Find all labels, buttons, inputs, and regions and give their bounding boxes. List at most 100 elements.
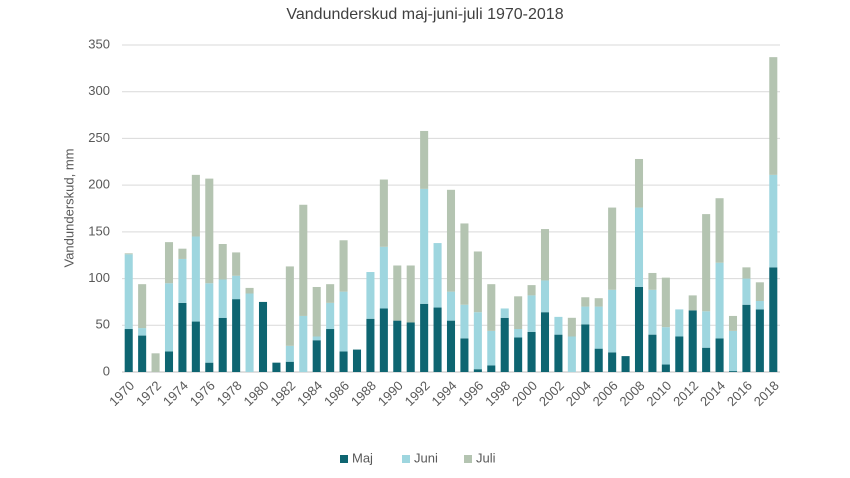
x-tick-label: 1990 bbox=[375, 378, 406, 409]
bar-segment bbox=[285, 345, 294, 362]
bar-segment bbox=[702, 311, 711, 348]
x-tick-label: 1976 bbox=[187, 378, 218, 409]
bar-segment bbox=[205, 283, 214, 363]
bar-segment bbox=[312, 336, 321, 341]
bar-segment bbox=[473, 369, 482, 372]
bar-segment bbox=[581, 324, 590, 372]
y-tick-label: 150 bbox=[88, 223, 110, 238]
bar-segment bbox=[728, 330, 738, 372]
bar-segment bbox=[755, 309, 764, 372]
legend-swatch bbox=[464, 455, 472, 463]
bar-segment bbox=[661, 277, 670, 328]
bar-segment bbox=[164, 351, 174, 372]
bar-segment bbox=[688, 295, 697, 311]
x-tick-label: 1982 bbox=[267, 378, 298, 409]
bar-segment bbox=[769, 57, 778, 175]
bar-segment bbox=[661, 364, 670, 372]
bar-segment bbox=[487, 284, 496, 331]
bar-segment bbox=[393, 320, 402, 372]
bar-segment bbox=[594, 298, 603, 307]
bar-segment bbox=[312, 340, 321, 372]
x-tick-label: 1992 bbox=[402, 378, 433, 409]
y-tick-label: 350 bbox=[88, 36, 110, 51]
bar-segment bbox=[124, 254, 133, 330]
bar-segment bbox=[326, 329, 335, 372]
bar-segment bbox=[500, 317, 509, 372]
bar-segment bbox=[715, 338, 724, 372]
x-tick-label: 2000 bbox=[509, 378, 540, 409]
bar-segment bbox=[124, 329, 133, 372]
x-tick-label: 2002 bbox=[536, 378, 567, 409]
bar-segment bbox=[138, 328, 147, 336]
y-tick-label: 200 bbox=[88, 177, 110, 192]
bar-segment bbox=[178, 258, 187, 303]
bar-segment bbox=[527, 295, 536, 332]
bar-segment bbox=[567, 317, 576, 337]
x-tick-label: 2014 bbox=[697, 378, 728, 409]
bar-segment bbox=[232, 299, 241, 372]
bar-segment bbox=[688, 310, 697, 372]
bar-segment bbox=[420, 303, 429, 372]
y-tick-label: 0 bbox=[103, 363, 110, 378]
bar-segment bbox=[581, 297, 590, 307]
bar-segment bbox=[420, 130, 429, 189]
x-tick-label: 2004 bbox=[563, 378, 594, 409]
bar-segment bbox=[339, 351, 348, 372]
x-tick-label: 2006 bbox=[590, 378, 621, 409]
bar-segment bbox=[460, 338, 469, 372]
x-tick-label: 2010 bbox=[643, 378, 674, 409]
bar-segment bbox=[648, 272, 657, 290]
bar-segment bbox=[755, 282, 764, 301]
x-tick-label: 1980 bbox=[240, 378, 271, 409]
bar-segment bbox=[648, 334, 657, 372]
bar-segment bbox=[339, 240, 348, 292]
legend-label: Maj bbox=[352, 450, 373, 465]
bar-segment bbox=[164, 242, 174, 284]
bar-segment bbox=[393, 265, 402, 321]
bar-segment bbox=[164, 283, 174, 352]
bar-segment bbox=[540, 229, 550, 281]
bar-segment bbox=[540, 280, 550, 313]
bar-segment bbox=[379, 308, 388, 372]
x-tick-label: 1994 bbox=[428, 378, 459, 409]
x-tick-label: 2018 bbox=[751, 378, 782, 409]
x-tick-label: 1986 bbox=[321, 378, 352, 409]
bar-segment bbox=[218, 317, 227, 372]
x-tick-label: 1974 bbox=[160, 378, 191, 409]
bar-segment bbox=[487, 365, 496, 372]
bar-segment bbox=[473, 312, 482, 370]
bar-segment bbox=[326, 284, 335, 303]
chart-title: Vandunderskud maj-juni-juli 1970-2018 bbox=[286, 6, 563, 23]
bar-segment bbox=[755, 300, 764, 310]
bar-segment bbox=[514, 329, 523, 338]
bar-segment bbox=[742, 278, 751, 305]
bar-segment bbox=[460, 304, 469, 339]
bar-segment bbox=[406, 322, 415, 372]
bar-segment bbox=[608, 352, 617, 372]
bar-segment bbox=[527, 285, 536, 296]
x-tick-label: 2016 bbox=[724, 378, 755, 409]
bar-segment bbox=[514, 337, 523, 372]
bar-segment bbox=[379, 179, 388, 247]
bar-segment bbox=[205, 362, 214, 372]
bar-segment bbox=[446, 291, 456, 321]
bar-segment bbox=[661, 327, 670, 365]
bar-segment bbox=[702, 347, 711, 372]
y-tick-label: 50 bbox=[96, 317, 110, 332]
bar-segment bbox=[594, 348, 603, 372]
legend-swatch bbox=[402, 455, 410, 463]
x-tick-label: 1998 bbox=[482, 378, 513, 409]
bar-segment bbox=[742, 304, 751, 372]
bar-segment bbox=[634, 158, 644, 208]
x-tick-label: 1970 bbox=[106, 378, 137, 409]
bar-segment bbox=[366, 272, 375, 319]
bar-segment bbox=[245, 287, 254, 294]
bar-segment bbox=[487, 330, 496, 366]
bar-segment bbox=[581, 306, 590, 325]
bar-segment bbox=[352, 349, 362, 372]
bar-segment bbox=[675, 309, 684, 337]
bar-segment bbox=[500, 308, 509, 318]
bar-segment bbox=[514, 296, 523, 330]
bar-segment bbox=[769, 267, 778, 372]
